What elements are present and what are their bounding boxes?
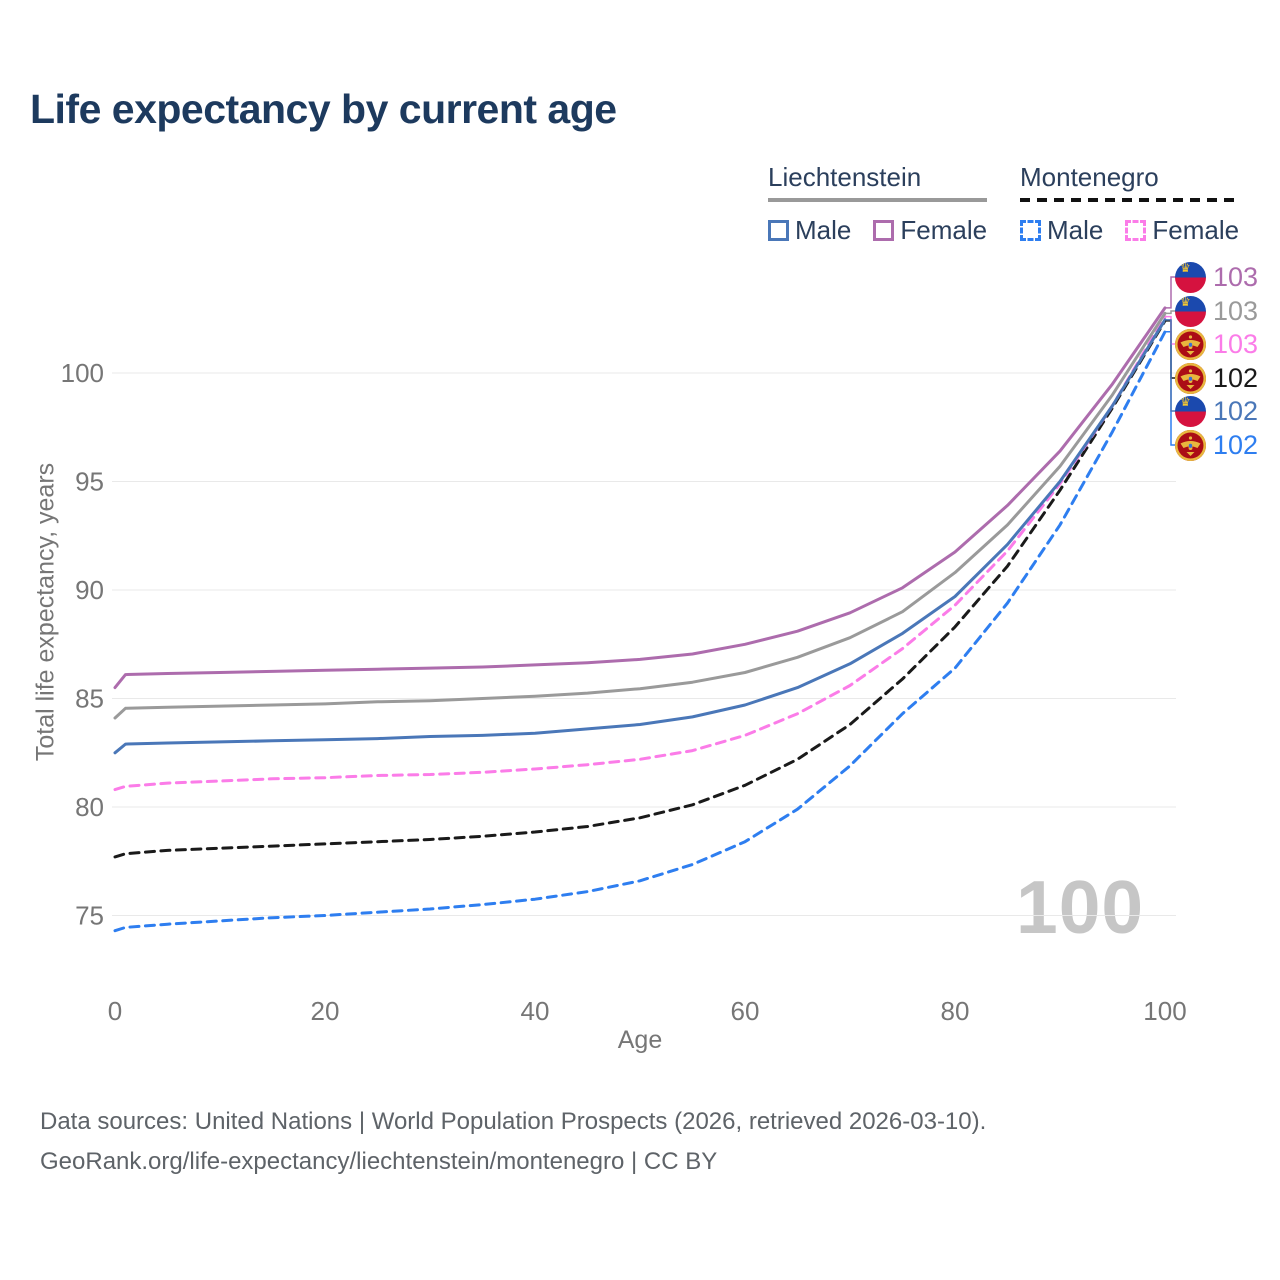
montenegro-female-swatch-icon [1125,220,1147,241]
liechtenstein-female-swatch-icon [873,220,895,241]
endpoint-connector-li-female [1165,276,1176,309]
legend-label: Male [1047,215,1104,245]
x-tick-20: 20 [311,996,340,1026]
data-sources-text: Data sources: United Nations | World Pop… [40,1108,987,1135]
liechtenstein-male-swatch-icon [768,220,789,241]
x-tick-100: 100 [1143,996,1186,1026]
endpoint-value-li-female: 103 [1213,261,1259,292]
x-tick-60: 60 [731,996,760,1026]
legend-item-montenegro-male[interactable]: Male [1020,215,1103,246]
x-tick-40: 40 [521,996,550,1026]
endpoint-label-me-male: 102 [1175,429,1259,461]
legend-group-montenegro: Montenegro Male Female [1020,162,1240,246]
montenegro-male-swatch-icon [1020,220,1041,241]
endpoint-value-li-male: 102 [1213,395,1259,426]
montenegro-line-style-swatch [1020,198,1240,202]
legend-label: Male [795,215,852,245]
endpoint-connector-li-male [1165,319,1176,412]
x-axis-label: Age [617,1026,663,1054]
y-tick-90: 90 [75,575,104,605]
legend-heading-liechtenstein: Liechtenstein [768,162,922,192]
series-line-me-female[interactable] [113,315,1167,792]
y-tick-100: 100 [61,358,104,388]
series-line-li-female[interactable] [113,306,1167,690]
page-title: Life expectancy by current age [30,86,617,132]
endpoint-label-me-both: 102 [1175,362,1259,394]
liechtenstein-flag-icon: ♛ [1175,295,1206,327]
endpoint-value-me-both: 102 [1213,362,1259,393]
legend-label: Female [1152,215,1240,245]
x-tick-0: 0 [108,996,122,1026]
endpoint-value-me-male: 102 [1213,429,1259,460]
liechtenstein-flag-icon: ♛ [1175,395,1206,427]
montenegro-flag-icon [1175,328,1206,360]
y-tick-80: 80 [75,792,104,822]
series-line-li-male[interactable] [113,318,1167,755]
y-axis-label: Total life expectancy, years [31,462,60,762]
legend-group-liechtenstein: Liechtenstein Male Female [768,162,988,246]
endpoint-value-li-both: 103 [1213,295,1259,326]
endpoint-label-li-both: ♛ 103 [1175,295,1259,327]
endpoint-connector-li-both [1165,310,1176,315]
legend-label: Female [900,215,988,245]
legend-item-liechtenstein-female[interactable]: Female [873,215,987,246]
series-line-li-both[interactable] [113,311,1167,720]
legend-item-montenegro-female[interactable]: Female [1125,215,1239,246]
montenegro-flag-icon [1175,362,1206,394]
liechtenstein-flag-icon: ♛ [1175,261,1206,293]
y-tick-95: 95 [75,467,104,497]
y-tick-85: 85 [75,684,104,714]
liechtenstein-line-style-swatch [768,198,988,202]
series-line-me-male[interactable] [113,330,1167,933]
endpoint-label-me-female: 103 [1175,328,1259,360]
legend-heading-montenegro: Montenegro [1020,162,1159,192]
endpoint-value-me-female: 103 [1213,328,1259,359]
y-tick-75: 75 [75,901,104,931]
series-line-me-both[interactable] [113,319,1167,859]
attribution-link-text[interactable]: GeoRank.org/life-expectancy/liechtenstei… [40,1148,718,1175]
x-tick-80: 80 [941,996,970,1026]
legend-item-liechtenstein-male[interactable]: Male [768,215,851,246]
endpoint-label-li-male: ♛ 102 [1175,395,1259,427]
montenegro-flag-icon [1175,429,1206,461]
age-counter-watermark: 100 [1016,865,1145,949]
endpoint-label-li-female: ♛ 103 [1175,261,1259,293]
